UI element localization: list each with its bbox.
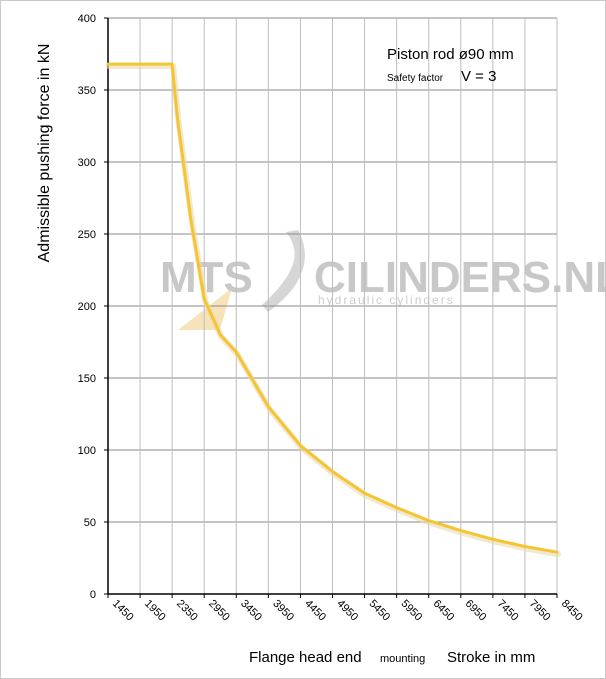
x-tick-label: 2350 xyxy=(174,598,200,624)
x-tick-label: 3450 xyxy=(238,598,264,624)
y-tick-label: 300 xyxy=(78,157,96,169)
series-group xyxy=(106,62,561,558)
x-tick-label: 4450 xyxy=(302,598,328,624)
watermark-swoosh-yellow xyxy=(178,288,232,330)
x-tick-label: 1450 xyxy=(110,598,136,624)
x-tick-label: 2950 xyxy=(206,598,232,624)
x-tick-label: 1950 xyxy=(142,598,168,624)
x-axis-label-mounting: mounting xyxy=(380,653,425,665)
x-tick-label: 5950 xyxy=(399,598,425,624)
y-tick-label: 250 xyxy=(78,229,96,241)
x-tick-label: 4950 xyxy=(334,598,360,624)
x-tick-label: 7950 xyxy=(527,598,553,624)
y-tick-label: 200 xyxy=(78,301,96,313)
x-tick-label: 6950 xyxy=(463,598,489,624)
x-tick-label: 8450 xyxy=(559,598,585,624)
annotation-safety-value: V = 3 xyxy=(461,68,496,85)
y-tick-labels: 0 50 100 150 200 250 300 350 400 xyxy=(78,13,96,601)
y-tick-label: 350 xyxy=(78,85,96,97)
series-line xyxy=(106,62,559,554)
watermark-subtitle: hydraulic cylinders xyxy=(318,293,455,307)
series-line-shadow xyxy=(106,63,561,558)
x-axis-label-main: Flange head end xyxy=(249,649,362,666)
y-tick-label: 150 xyxy=(78,373,96,385)
x-tick-label: 6450 xyxy=(431,598,457,624)
y-axis-label: Admissible pushing force in kN xyxy=(36,44,53,263)
annotation-safety-factor: Safety factor xyxy=(387,73,444,84)
x-tick-labels: 1450 1950 2350 2950 3450 3950 4450 4950 5450 5950… xyxy=(110,598,585,624)
annotation-piston-rod: Piston rod ø90 mm xyxy=(387,46,514,63)
y-tick-label: 50 xyxy=(84,517,96,529)
watermark-logo: MTS CILINDERS.NL hydraulic cylinders xyxy=(160,230,606,330)
x-axis-label-stroke: Stroke in mm xyxy=(447,649,535,666)
y-tick-label: 0 xyxy=(90,589,96,601)
x-tick-label: 5450 xyxy=(366,598,392,624)
x-tick-label: 7450 xyxy=(495,598,521,624)
x-tick-label: 3950 xyxy=(270,598,296,624)
axes xyxy=(104,17,558,598)
y-tick-label: 100 xyxy=(78,445,96,457)
y-tick-label: 400 xyxy=(78,13,96,25)
